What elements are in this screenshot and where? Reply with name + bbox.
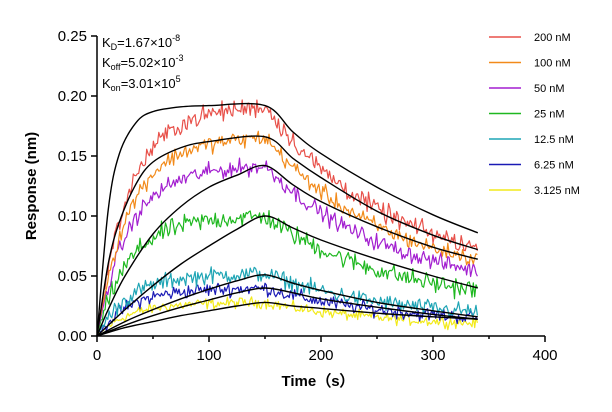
y-tick-label: 0.25 — [58, 28, 87, 45]
legend-label: 6.25 nM — [534, 160, 574, 172]
x-tick-label: 100 — [196, 347, 221, 364]
legend-label: 100 nM — [534, 58, 571, 70]
y-tick-label: 0.20 — [58, 88, 87, 105]
legend-label: 50 nM — [534, 83, 565, 95]
fit-12-5-nM — [96, 274, 478, 337]
trace-25-nM — [96, 210, 478, 333]
trace-100-nM — [96, 130, 478, 333]
trace-6-25-nM — [97, 282, 478, 333]
y-tick-label: 0.00 — [58, 328, 87, 345]
x-tick-label: 300 — [420, 347, 445, 364]
legend-label: 3.125 nM — [534, 185, 580, 197]
kinetics-annotation: KD=1.67×10-8 Koff=5.02×10-3 Kon=3.01×105 — [102, 33, 183, 93]
fit-50-nM — [96, 164, 478, 337]
x-axis-title: Time（s） — [281, 372, 354, 390]
trace-3-125-nM — [97, 296, 478, 333]
legend-label: 200 nM — [534, 32, 571, 44]
x-tick-label: 200 — [308, 347, 333, 364]
legend: 200 nM 100 nM 50 nM 25 nM 12.5 nM 6.25 nM 3.12… — [489, 32, 580, 197]
koff-label: Koff=5.02×10-3 — [102, 53, 183, 72]
x-tick-label: 0 — [93, 347, 101, 364]
y-axis-title: Response (nm) — [23, 132, 40, 240]
fit-6-25-nM — [96, 287, 478, 337]
trace-200-nM — [96, 99, 478, 333]
kon-label: Kon=3.01×105 — [102, 74, 181, 93]
kd-label: KD=1.67×10-8 — [102, 33, 180, 52]
fit-3-125-nM — [96, 301, 478, 337]
y-tick-label: 0.15 — [58, 148, 87, 165]
fit-curves — [96, 102, 479, 337]
trace-12-5-nM — [97, 266, 478, 333]
y-tick-label: 0.10 — [58, 208, 87, 225]
legend-label: 25 nM — [534, 109, 565, 121]
x-tick-label: 400 — [532, 347, 557, 364]
fit-100-nM — [96, 135, 479, 337]
fit-200-nM — [96, 102, 479, 337]
axis-ticks: 0 100 200 300 400 0.00 0.05 0.10 0.15 0.20 0.25 — [58, 28, 558, 364]
legend-label: 12.5 nM — [534, 134, 574, 146]
trace-50-nM — [96, 157, 478, 333]
y-tick-label: 0.05 — [58, 268, 87, 285]
sensorgram-traces — [96, 99, 478, 333]
fit-25-nM — [96, 215, 478, 337]
